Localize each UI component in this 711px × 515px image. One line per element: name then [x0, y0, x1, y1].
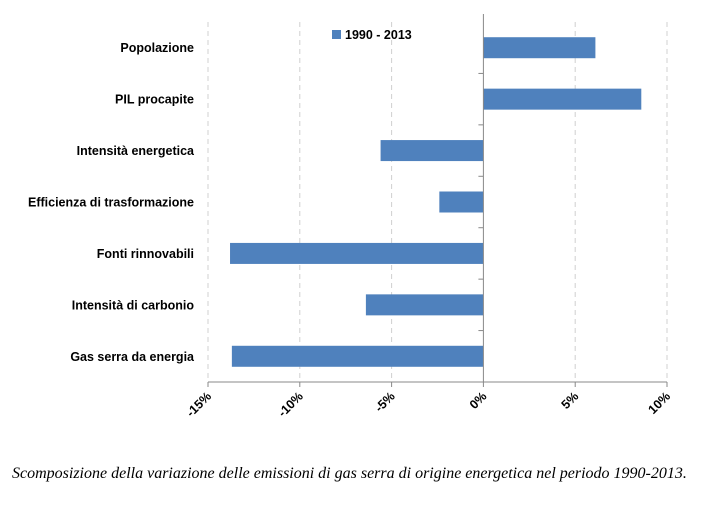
category-label-6: Gas serra da energia [70, 350, 195, 364]
legend: 1990 - 2013 [332, 28, 412, 42]
bar-0 [483, 37, 596, 59]
category-label-0: Popolazione [120, 41, 194, 55]
tick-label-1: -10% [275, 389, 306, 420]
bar-6 [231, 345, 484, 367]
bar-2 [380, 140, 484, 162]
legend-label: 1990 - 2013 [345, 28, 412, 42]
bar-5 [365, 294, 484, 316]
figure-caption: Scomposizione della variazione delle emi… [12, 465, 687, 482]
bar-3 [439, 191, 484, 213]
bar-chart: Popolazione PIL procapite Intensità energe… [28, 14, 674, 420]
grid-lines [207, 22, 668, 382]
bar-1 [483, 88, 642, 110]
tick-label-4: 5% [559, 389, 582, 412]
category-label-5: Intensità di carbonio [72, 298, 195, 312]
tick-label-0: -15% [184, 389, 215, 420]
category-label-2: Intensità energetica [77, 144, 195, 158]
bar-4 [230, 242, 484, 264]
tick-label-5: 10% [646, 389, 674, 417]
category-label-4: Fonti rinnovabili [97, 247, 194, 261]
axes [207, 14, 668, 387]
bars [230, 37, 642, 367]
category-label-3: Efficienza di trasformazione [28, 196, 194, 210]
tick-labels: -15% -10% -5% 0% 5% 10% [184, 389, 674, 420]
tick-label-3: 0% [467, 389, 490, 412]
category-labels: Popolazione PIL procapite Intensità energe… [28, 41, 195, 364]
legend-swatch [332, 30, 341, 39]
tick-label-2: -5% [372, 389, 398, 415]
category-label-1: PIL procapite [115, 93, 194, 107]
